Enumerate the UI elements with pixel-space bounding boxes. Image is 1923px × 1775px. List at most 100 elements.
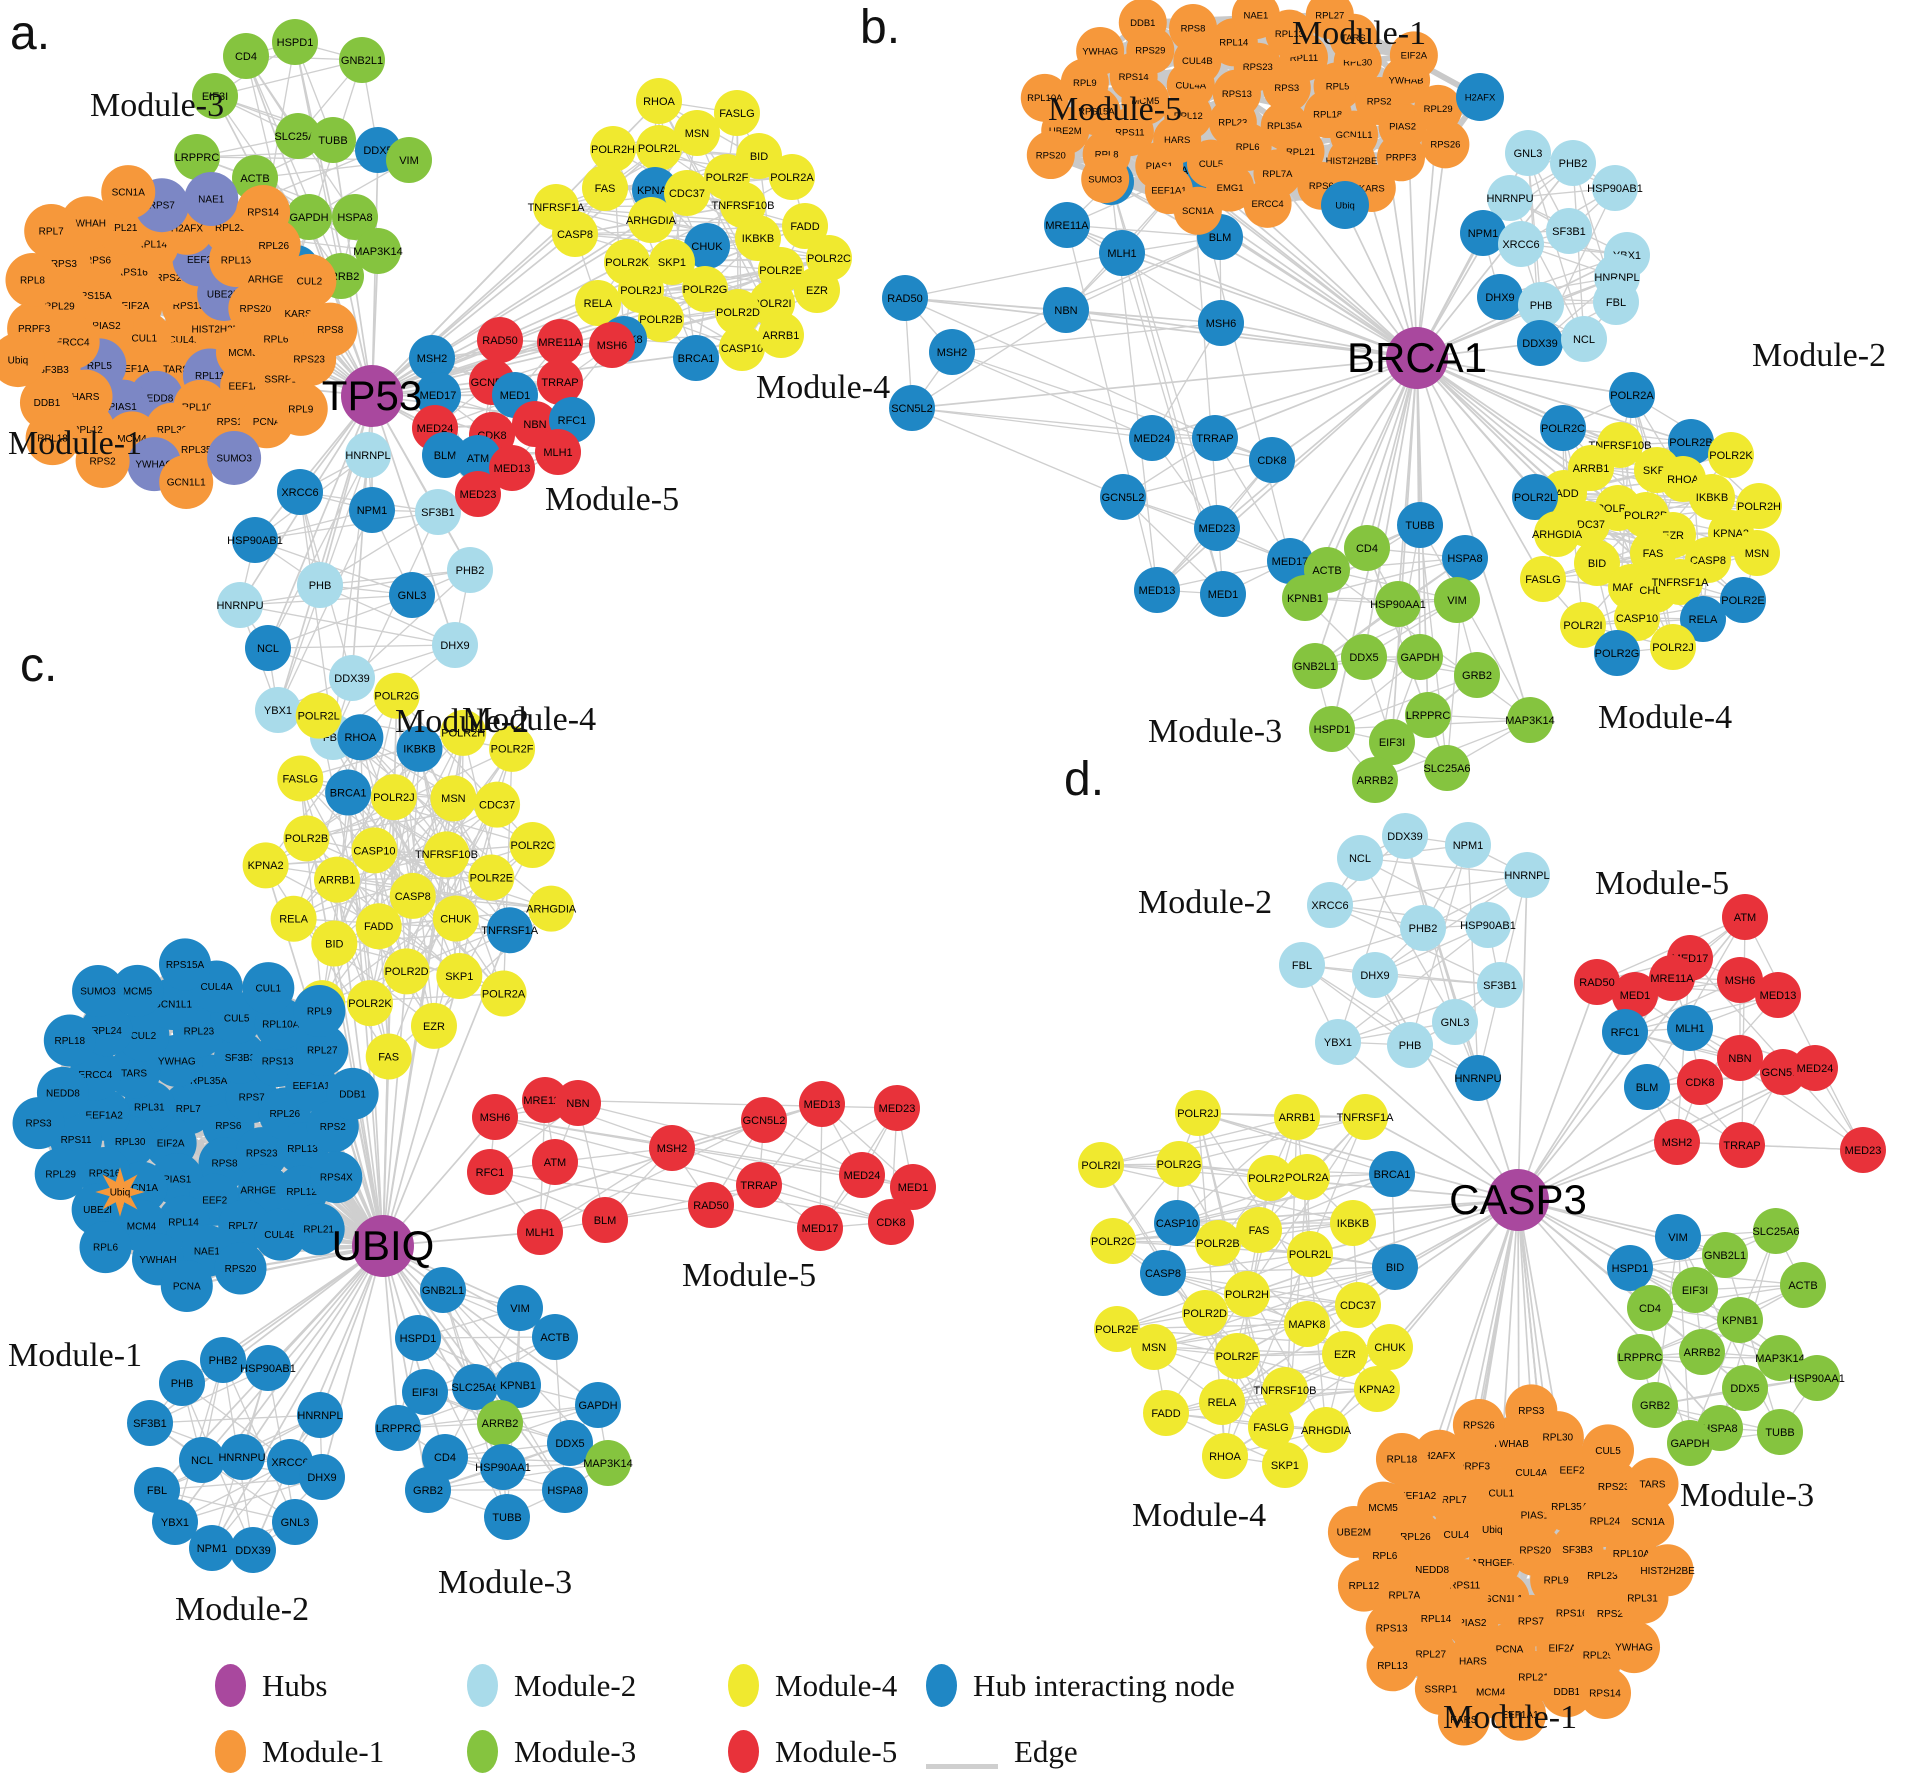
node-label: VIM xyxy=(1447,595,1467,607)
node-RPS15A xyxy=(159,938,212,991)
node-label: GRB2 xyxy=(413,1485,443,1497)
node-label: PRPF3 xyxy=(1458,1462,1491,1473)
node-label: HARS xyxy=(1459,1657,1487,1668)
node-label: ARHGDIA xyxy=(1532,529,1583,541)
node-label: RPS20 xyxy=(1036,150,1066,161)
legend-label: Module-5 xyxy=(775,1733,898,1769)
node-KPNA2 xyxy=(1354,1366,1400,1412)
node-label: CUL4B xyxy=(168,335,201,346)
node-label: SKP1 xyxy=(1271,1460,1299,1472)
node-RPS2 xyxy=(75,433,130,488)
node-label: ATM xyxy=(1734,912,1756,924)
node-label: ERCC4 xyxy=(1251,199,1283,210)
node-MRE11A xyxy=(1044,202,1090,248)
node-label: RPS2 xyxy=(1367,96,1392,107)
node-label: POLR2J xyxy=(1177,1108,1219,1120)
node-label: DDB1 xyxy=(1554,1687,1581,1698)
node-label: RPL6 xyxy=(263,334,288,345)
node-CASP8 xyxy=(1140,1250,1186,1296)
node-label: CUL4A xyxy=(1515,1468,1548,1479)
node-label: ARHGEF4 xyxy=(248,274,296,285)
node-RPS20 xyxy=(1026,131,1075,180)
node-ARRB1 xyxy=(758,312,804,358)
node-label: IKBKB xyxy=(742,233,774,245)
node-EZR xyxy=(1322,1331,1368,1377)
edge xyxy=(1066,224,1158,591)
node-label: MCM4 xyxy=(127,1221,157,1232)
node-label: TNFRSF10B xyxy=(1589,440,1652,452)
node-label: BLM xyxy=(594,1215,617,1227)
edge xyxy=(371,395,471,571)
node-FASLG xyxy=(277,755,324,802)
node-GAPDH xyxy=(1397,634,1443,680)
edge xyxy=(382,1056,390,1247)
node-CDC37 xyxy=(474,781,521,828)
node-RPL9 xyxy=(293,985,346,1038)
node-BID xyxy=(311,920,358,967)
edge xyxy=(1236,1355,1378,1390)
node-DHX9 xyxy=(299,1454,345,1500)
node-label: RPL12 xyxy=(286,1187,317,1198)
edge xyxy=(1314,357,1418,667)
node-RAD50 xyxy=(882,275,928,321)
node-label: MCM4 xyxy=(117,434,147,445)
node-label: SF3B1 xyxy=(1552,226,1586,238)
node-label: LRPPRC xyxy=(376,1423,421,1435)
module-label-Module-5: Module-5 xyxy=(682,1257,816,1294)
node-label: NCL xyxy=(191,1455,213,1467)
node-label: Ubiq xyxy=(1335,200,1355,211)
node-MLH1 xyxy=(1667,1005,1713,1051)
node-label: DDX5 xyxy=(555,1438,584,1450)
node-label: MED1 xyxy=(1208,589,1239,601)
node-label: MED13 xyxy=(1139,585,1176,597)
node-label: MED23 xyxy=(460,489,497,501)
node-MED17 xyxy=(797,1205,843,1251)
node-label: DDX39 xyxy=(1522,338,1557,350)
node-label: MED13 xyxy=(494,463,531,475)
node-label: KPNA2 xyxy=(1359,1384,1395,1396)
legend-item-module1: Module-1 xyxy=(215,1730,384,1773)
node-label: DHX9 xyxy=(307,1472,336,1484)
node-TARS xyxy=(1626,1457,1679,1510)
node-MED1 xyxy=(890,1164,936,1210)
node-label: RPS20 xyxy=(1519,1545,1551,1556)
edge xyxy=(544,1099,892,1223)
node-SF3B1 xyxy=(127,1400,173,1446)
node-CD4 xyxy=(223,33,269,79)
edge xyxy=(149,1422,296,1523)
node-label: NAE1 xyxy=(198,195,225,206)
node-label: POLR2J xyxy=(1652,642,1694,654)
node-label: RPS6 xyxy=(1309,181,1334,192)
module4-swatch xyxy=(728,1664,759,1707)
node-label: SLC25A6 xyxy=(451,1382,498,1394)
node-label: H2AFX xyxy=(1465,92,1496,103)
edge xyxy=(1337,1041,1519,1201)
node-label: RPL12 xyxy=(1349,1581,1380,1592)
node-label: RPL11 xyxy=(195,371,225,382)
node-EIF2A xyxy=(1389,31,1438,80)
node-label: RPL23 xyxy=(184,1027,215,1038)
node-HSPD1 xyxy=(395,1315,441,1361)
node-label: RPS6 xyxy=(85,255,112,266)
edge xyxy=(1374,974,1519,1201)
node-label: POLR2H xyxy=(441,728,485,740)
node-HNRNPU xyxy=(1455,1055,1501,1101)
node-label: RPS23 xyxy=(293,355,325,366)
node-label: MLH1 xyxy=(543,447,572,459)
node-label: RPL13 xyxy=(1275,29,1304,40)
node-label: RPS29 xyxy=(1135,46,1165,57)
node-label: CDC37 xyxy=(669,188,705,200)
node-label: POLR2C xyxy=(510,840,554,852)
node-label: TUBB xyxy=(318,135,347,147)
node-label: HSP90AB1 xyxy=(1460,920,1516,932)
node-label: FASLG xyxy=(1525,574,1560,586)
node-label: HSPD1 xyxy=(400,1333,437,1345)
node-label: FAS xyxy=(378,1051,399,1063)
node-CDK8 xyxy=(1677,1059,1723,1105)
node-label: RPS20 xyxy=(239,304,271,315)
node-label: GCN1L1 xyxy=(167,477,206,488)
node-label: MED24 xyxy=(1797,1063,1834,1075)
node-label: RPS11 xyxy=(61,1135,92,1146)
node-label: FADD xyxy=(790,221,819,233)
node-EIF3I xyxy=(1369,719,1415,765)
